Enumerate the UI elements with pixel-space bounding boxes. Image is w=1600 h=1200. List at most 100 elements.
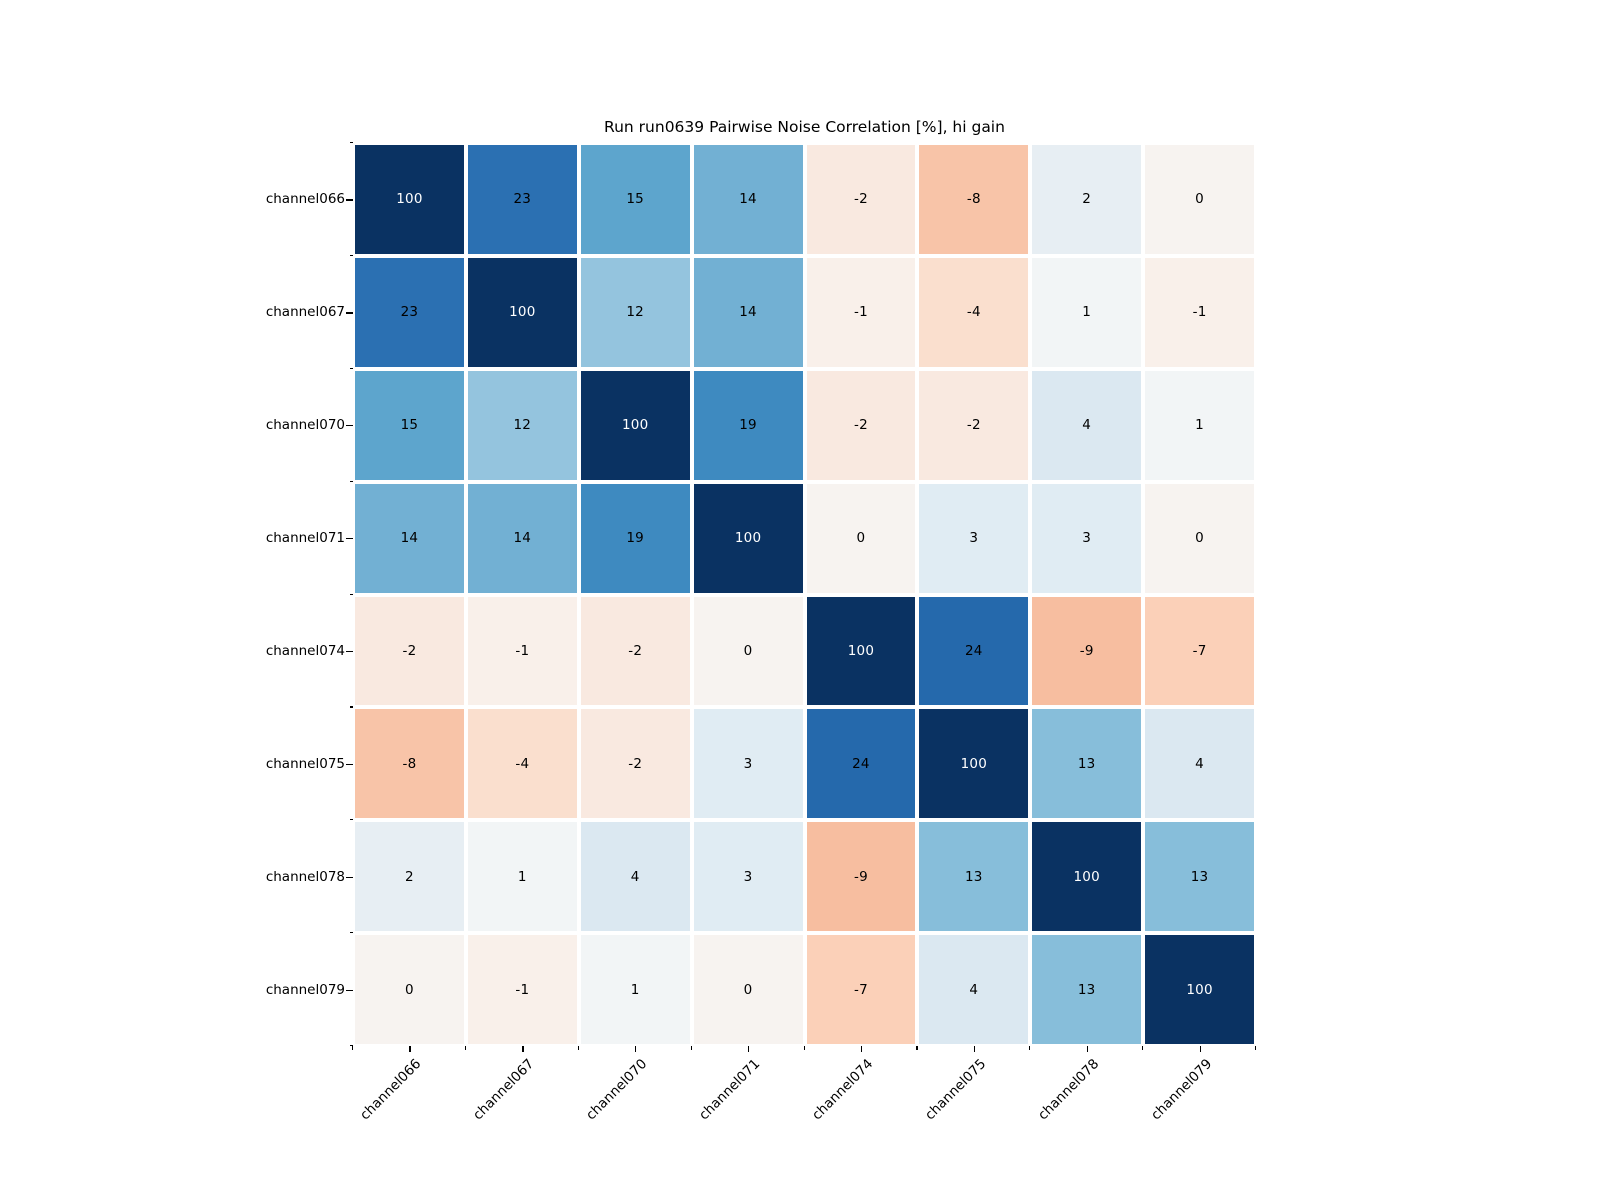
heatmap-cell: 1 (580, 935, 690, 1044)
axis-tick (349, 1045, 353, 1047)
x-tick-label: channel078 (1034, 1056, 1103, 1124)
axis-tick (748, 1046, 750, 1052)
heatmap-cell: 1 (1032, 257, 1142, 367)
heatmap-cell: 4 (1145, 709, 1254, 819)
axis-tick (346, 763, 353, 765)
heatmap-grid: 100 23 15 14 -2 -8 2 0 23 100 12 14 -1 -4 1 -1 15 12 100 19… (353, 143, 1256, 1046)
axis-tick (916, 1046, 918, 1050)
axis-tick (803, 1046, 805, 1050)
chart-title: Run run0639 Pairwise Noise Correlation [… (604, 118, 1005, 136)
heatmap-cell: -2 (580, 709, 690, 819)
heatmap-cell: 24 (919, 596, 1029, 706)
heatmap-cell: 3 (919, 483, 1029, 593)
heatmap-cell: 3 (693, 709, 803, 819)
axis-tick (346, 876, 353, 878)
x-tick-label: channel066 (357, 1056, 425, 1124)
heatmap-cell: -2 (580, 596, 690, 706)
heatmap-cell: 100 (693, 483, 803, 593)
heatmap-cell: -9 (806, 822, 916, 932)
axis-tick (522, 1046, 524, 1052)
axis-tick (349, 706, 353, 708)
heatmap-cell: -2 (806, 145, 916, 254)
heatmap-cell: 1 (467, 822, 577, 932)
heatmap-cell: 12 (467, 370, 577, 480)
axis-tick (346, 538, 353, 540)
y-tick-label: channel074 (265, 642, 345, 659)
heatmap-cell: -2 (919, 370, 1029, 480)
heatmap-cell: 3 (1032, 483, 1142, 593)
heatmap-cell: 13 (1032, 935, 1142, 1044)
heatmap-cell: -1 (467, 935, 577, 1044)
heatmap-cell: 12 (580, 257, 690, 367)
x-tick-label: channel070 (583, 1056, 651, 1124)
heatmap-cell: 2 (1032, 145, 1142, 254)
y-tick-label: channel075 (265, 755, 345, 772)
heatmap-cell: 13 (1032, 709, 1142, 819)
axis-tick (346, 199, 353, 201)
heatmap-cell: 13 (919, 822, 1029, 932)
heatmap-cell: -8 (919, 145, 1029, 254)
heatmap-cell: 100 (580, 370, 690, 480)
y-tick-label: channel070 (265, 417, 345, 434)
heatmap-cell: 2 (355, 822, 464, 932)
heatmap-cell: 100 (1032, 822, 1142, 932)
axis-tick (409, 1046, 411, 1052)
heatmap-cell: -2 (355, 596, 464, 706)
heatmap-cell: -4 (919, 257, 1029, 367)
heatmap-cell: 23 (355, 257, 464, 367)
heatmap-cell: 4 (919, 935, 1029, 1044)
axis-tick (1142, 1046, 1144, 1050)
heatmap-cell: 3 (693, 822, 803, 932)
heatmap-cell: 100 (919, 709, 1029, 819)
heatmap-cell: 23 (467, 145, 577, 254)
heatmap-cell: -1 (806, 257, 916, 367)
y-tick-label: channel066 (265, 191, 345, 208)
heatmap-cell: -7 (1145, 596, 1254, 706)
heatmap-cell: 15 (355, 370, 464, 480)
heatmap-cell: 100 (1145, 935, 1254, 1044)
heatmap-cell: 19 (580, 483, 690, 593)
heatmap-cell: -4 (467, 709, 577, 819)
y-tick-label: channel067 (265, 304, 345, 321)
heatmap-cell: -1 (1145, 257, 1254, 367)
heatmap-cell: 0 (693, 596, 803, 706)
axis-tick (1199, 1046, 1201, 1052)
heatmap-cell: 0 (693, 935, 803, 1044)
heatmap-cell: -7 (806, 935, 916, 1044)
heatmap-cell: -2 (806, 370, 916, 480)
heatmap-cell: 100 (355, 145, 464, 254)
axis-tick (346, 650, 353, 653)
axis-tick (349, 142, 353, 144)
axis-tick (1029, 1046, 1031, 1050)
heatmap-cell: 19 (693, 370, 803, 480)
axis-tick (860, 1046, 863, 1052)
heatmap-cell: -9 (1032, 596, 1142, 706)
y-tick-label: channel071 (265, 530, 345, 547)
axis-tick (346, 312, 353, 314)
axis-tick (973, 1046, 975, 1052)
heatmap-cell: 0 (806, 483, 916, 593)
axis-tick (349, 819, 353, 821)
x-tick-label: channel075 (921, 1056, 990, 1124)
axis-tick (349, 593, 353, 595)
heatmap-cell: 14 (467, 483, 577, 593)
axis-tick (464, 1046, 467, 1050)
axis-tick (349, 367, 353, 369)
heatmap-cell: 4 (1032, 370, 1142, 480)
heatmap-cell: 1 (1145, 370, 1254, 480)
axis-tick (1086, 1046, 1088, 1052)
heatmap-cell: 100 (806, 596, 916, 706)
heatmap-cell: 14 (693, 257, 803, 367)
heatmap-cell: 0 (1145, 483, 1254, 593)
x-tick-label: channel074 (808, 1056, 877, 1124)
heatmap-cell: 24 (806, 709, 916, 819)
axis-tick (352, 1046, 354, 1050)
heatmap-cell: -1 (467, 596, 577, 706)
heatmap-cell: 14 (355, 483, 464, 593)
heatmap-cell: -8 (355, 709, 464, 819)
x-tick-label: channel071 (696, 1056, 764, 1124)
heatmap-cell: 0 (1145, 145, 1254, 254)
axis-tick (349, 480, 353, 482)
x-tick-label: channel067 (470, 1056, 538, 1124)
